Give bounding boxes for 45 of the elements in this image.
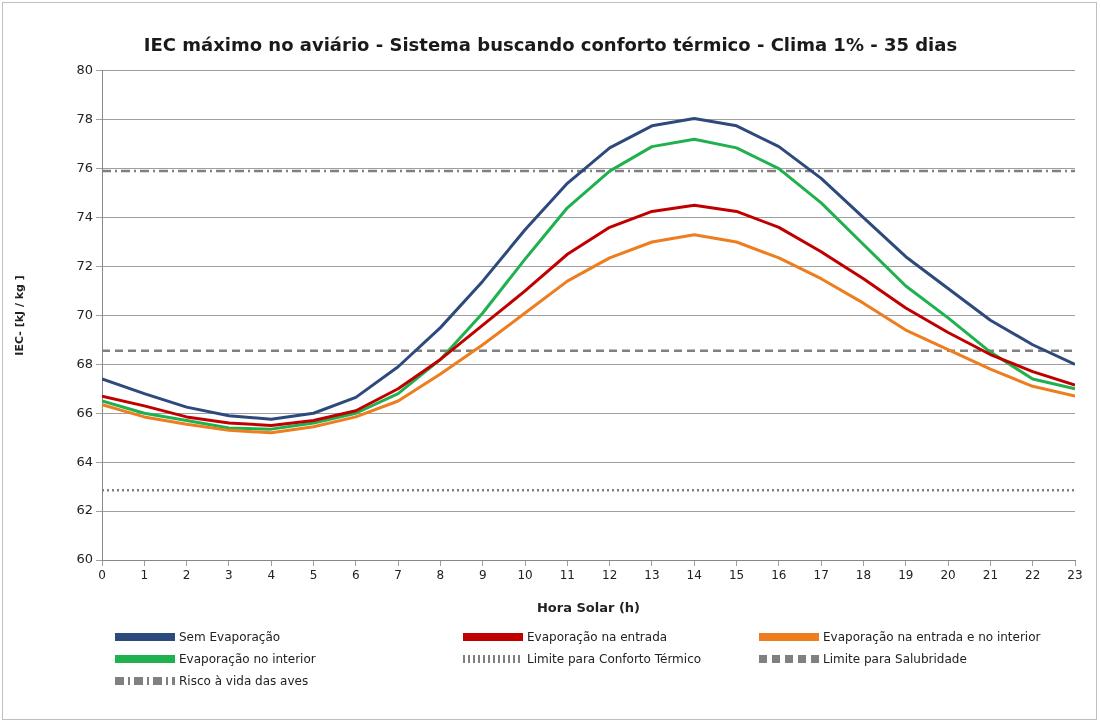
legend-label: Limite para Conforto Térmico	[527, 652, 702, 666]
legend-label: Evaporação na entrada	[527, 630, 668, 644]
x-tick-label: 17	[813, 568, 829, 583]
y-tick-label: 74	[76, 208, 93, 224]
x-tick-label: 8	[436, 568, 445, 583]
x-tick-label: 18	[855, 568, 872, 583]
x-tick-label: 11	[559, 568, 575, 583]
y-tick-label: 66	[76, 404, 93, 420]
x-tick-label: 14	[686, 568, 702, 583]
x-tick-label: 6	[352, 568, 360, 583]
x-tick-label: 23	[1067, 568, 1083, 583]
x-tick-label: 1	[140, 568, 149, 583]
y-tick-label: 72	[76, 257, 93, 273]
legend-label: Sem Evaporação	[179, 630, 281, 644]
y-tick-label: 70	[76, 306, 93, 322]
y-tick-label: 64	[76, 453, 93, 469]
y-tick-label: 68	[76, 355, 93, 371]
x-tick-label: 0	[98, 568, 106, 583]
y-tick-label: 80	[76, 62, 93, 78]
legend-label: Evaporação na entrada e no interior	[823, 630, 1041, 644]
y-tick-label: 78	[76, 111, 93, 127]
legend-label: Limite para Salubridade	[823, 652, 967, 666]
x-tick-label: 21	[982, 568, 999, 583]
x-tick-label: 16	[771, 568, 787, 583]
chart-title: IEC máximo no aviário - Sistema buscando conforto térmico - Clima 1% - 35 dias	[142, 34, 959, 55]
x-axis-title: Hora Solar (h)	[536, 599, 641, 615]
x-tick-label: 2	[182, 568, 191, 583]
x-tick-label: 7	[394, 568, 402, 583]
x-tick-label: 3	[225, 568, 233, 583]
y-tick-label: 62	[76, 502, 93, 518]
x-tick-label: 19	[898, 568, 914, 583]
x-tick-label: 10	[517, 568, 533, 583]
x-tick-label: 9	[478, 568, 487, 583]
y-axis-title: IEC- [kJ / kg ]	[13, 275, 27, 356]
x-tick-label: 20	[940, 568, 956, 583]
x-tick-label: 13	[644, 568, 660, 583]
y-tick-label: 60	[76, 551, 93, 567]
x-tick-label: 15	[728, 568, 745, 583]
x-tick-label: 4	[267, 568, 276, 583]
x-tick-label: 5	[309, 568, 318, 583]
x-tick-label: 12	[602, 568, 618, 583]
legend-label: Evaporação no interior	[179, 652, 316, 666]
legend-label: Risco à vida das aves	[179, 674, 309, 688]
x-tick-label: 22	[1025, 568, 1041, 583]
y-tick-label: 76	[76, 160, 93, 176]
